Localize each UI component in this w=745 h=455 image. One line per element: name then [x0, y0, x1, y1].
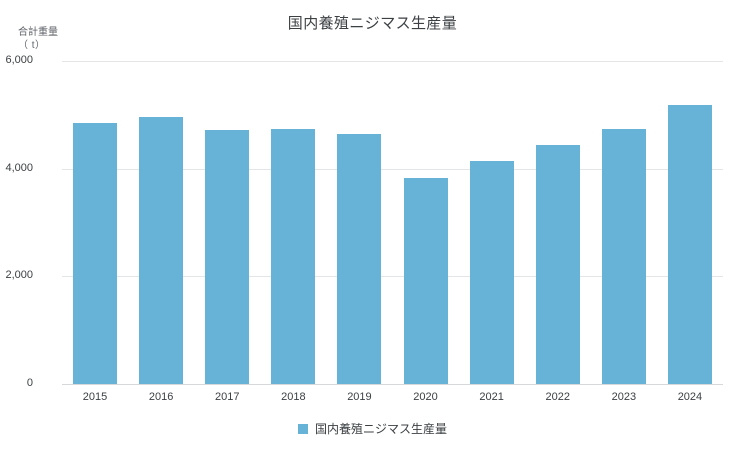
- x-tick-label: 2020: [413, 391, 438, 403]
- bar-2016[interactable]: [139, 117, 184, 384]
- y-axis-unit-text: （ t）: [18, 40, 46, 51]
- bar-2020[interactable]: [403, 177, 448, 384]
- x-tick-label: 2016: [148, 391, 174, 403]
- bar-2019[interactable]: [337, 134, 382, 384]
- y-tick-label: 0: [26, 377, 33, 389]
- y-tick-label: 6,000: [5, 54, 33, 66]
- x-tick-label: 2023: [611, 391, 637, 403]
- x-tick-label: 2022: [545, 391, 570, 403]
- y-axis-title-text: 合計重量: [18, 27, 58, 38]
- gridline-0: [62, 384, 723, 385]
- plot-area: 6,000 4,000 2,000 0 2015 2016 2017 2018 2019 202…: [5, 54, 723, 403]
- chart-title: 国内養殖ニジマス生産量: [287, 15, 458, 32]
- bar-2017[interactable]: [205, 130, 250, 384]
- bar-2021[interactable]: [469, 161, 514, 384]
- x-tick-label: 2017: [215, 391, 240, 403]
- chart-legend: 国内養殖ニジマス生産量: [0, 420, 745, 437]
- bar-2022[interactable]: [535, 144, 580, 384]
- y-tick-label: 4,000: [5, 161, 33, 174]
- x-tick-label: 2015: [82, 391, 108, 403]
- x-tick-label: 2021: [479, 391, 504, 403]
- bar-2023[interactable]: [601, 129, 646, 384]
- bar-2024[interactable]: [667, 104, 712, 384]
- legend-item-label: 国内養殖ニジマス生産量: [314, 422, 447, 436]
- x-tick-label: 2019: [347, 391, 372, 403]
- bar-2015[interactable]: [73, 123, 118, 384]
- legend-swatch-icon: [297, 423, 308, 434]
- gridline-4000: [62, 168, 723, 170]
- bar-2018[interactable]: [271, 129, 316, 384]
- gridline-2000: [62, 276, 723, 278]
- gridline-6000: [62, 61, 723, 62]
- y-tick-label: 2,000: [5, 269, 33, 282]
- bars-layer: [62, 61, 723, 384]
- y-axis-title: 合計重量 （ t）: [18, 26, 58, 52]
- x-tick-label: 2024: [677, 391, 703, 403]
- x-tick-label: 2018: [281, 391, 306, 403]
